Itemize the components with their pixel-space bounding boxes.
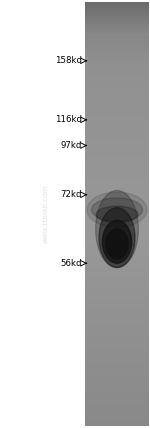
Text: 116kd: 116kd [55,115,82,125]
Ellipse shape [109,240,125,257]
Ellipse shape [102,220,132,263]
Text: 97kd: 97kd [60,141,82,150]
Text: 158kd: 158kd [55,56,82,65]
Text: 72kd: 72kd [60,190,82,199]
Ellipse shape [99,208,135,268]
Ellipse shape [96,190,138,268]
Ellipse shape [92,198,142,222]
Ellipse shape [96,206,138,223]
Text: 56kd: 56kd [60,259,82,268]
Text: www.ttblab.com: www.ttblab.com [42,185,48,243]
Ellipse shape [87,192,147,227]
Ellipse shape [106,229,128,259]
